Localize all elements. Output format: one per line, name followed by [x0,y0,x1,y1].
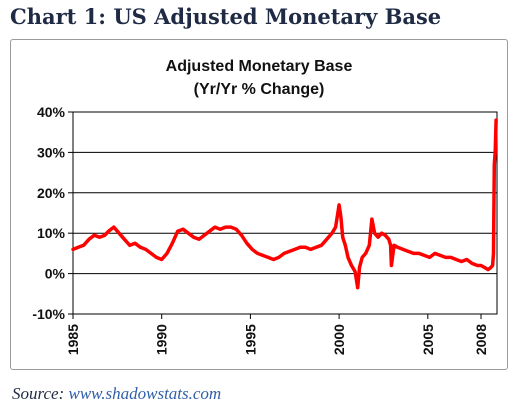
page-title: Chart 1: US Adjusted Monetary Base [10,4,442,29]
line-chart: 40% 30% 20% 10% 0% -10%1985 1990 1995 2000 2005 20… [32,104,498,355]
y-tick-label: 30% [37,144,66,160]
plot-area [72,111,498,315]
source-line: Source: www.shadowstats.com [12,384,221,404]
chart-subtitle: (Yr/Yr % Change) [193,81,325,98]
source-label: Source: [12,384,65,403]
x-tick-label: 2000 [331,324,347,355]
chart-panel: Adjusted Monetary Base (Yr/Yr % Change) … [10,39,508,370]
x-tick-label: 1995 [242,324,258,355]
x-tick-label: 1990 [154,324,170,355]
y-tick-label: 40% [37,104,66,120]
x-tick-label: 2005 [420,324,436,355]
chart-title: Adjusted Monetary Base [165,58,353,75]
x-tick-label: 2008 [473,324,489,355]
source-link[interactable]: www.shadowstats.com [68,384,222,403]
x-tick-label: 1985 [65,324,81,355]
series-line [71,118,498,290]
y-tick-label: 0% [45,266,66,282]
y-tick-label: 20% [37,185,66,201]
y-tick-label: 10% [37,225,66,241]
y-tick-label: -10% [32,306,65,322]
